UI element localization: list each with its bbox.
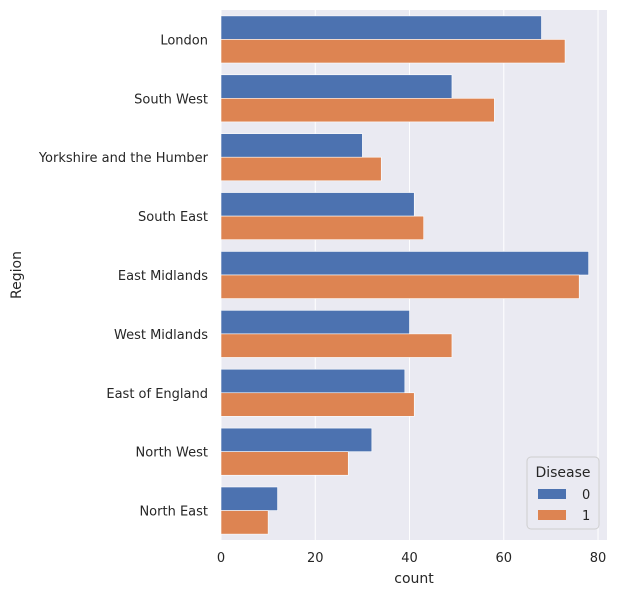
x-tick-label-3: 60 [496,551,513,566]
y-tick-label-8: North East [139,505,208,520]
x-tick-label-2: 40 [401,551,418,566]
y-axis-label: Region [9,251,25,299]
bar-east-of-england-series-1 [220,392,415,417]
bar-london-series-0 [220,15,542,40]
y-tick-label-4: East Midlands [118,269,208,284]
bar-south-west-series-1 [220,98,495,123]
bar-east-midlands-series-0 [220,251,589,276]
bar-south-east-series-1 [220,215,424,240]
bar-north-east-series-0 [220,486,278,511]
bar-london-series-1 [220,39,566,64]
bar-west-midlands-series-0 [220,310,410,335]
y-tick-label-5: West Midlands [114,328,208,343]
bar-north-west-series-1 [220,451,349,476]
x-tick-label-4: 80 [590,551,607,566]
legend-label-0: 0 [582,488,590,503]
y-tick-label-3: South East [138,210,208,225]
bar-west-midlands-series-1 [220,333,453,358]
legend-label-1: 1 [582,509,590,524]
y-tick-label-6: East of England [106,387,208,402]
y-tick-label-1: South West [134,92,208,107]
bar-east-of-england-series-0 [220,368,406,394]
y-tick-label-7: North West [136,446,208,461]
bar-yorkshire-and-the-humber-series-0 [220,133,363,158]
legend-swatch-0 [538,489,566,499]
bar-east-midlands-series-1 [220,274,580,299]
bar-north-east-series-1 [220,510,269,535]
bars [220,15,589,535]
x-tick-label-1: 20 [307,551,324,566]
x-axis-label: count [394,571,434,587]
y-tick-label-0: London [160,33,208,48]
bar-south-west-series-0 [220,74,453,99]
legend-swatch-1 [538,510,566,520]
x-ticks: 0 20 40 60 80 [217,551,606,566]
y-ticks: London South West Yorkshire and the Humber… [38,33,209,519]
bar-north-west-series-0 [220,427,373,452]
x-tick-label-0: 0 [217,551,225,566]
legend: Disease 0 1 [526,456,600,530]
bar-yorkshire-and-the-humber-series-1 [220,156,382,182]
legend-title: Disease [535,465,590,481]
y-tick-label-2: Yorkshire and the Humber [38,151,209,166]
bar-south-east-series-0 [220,192,415,217]
